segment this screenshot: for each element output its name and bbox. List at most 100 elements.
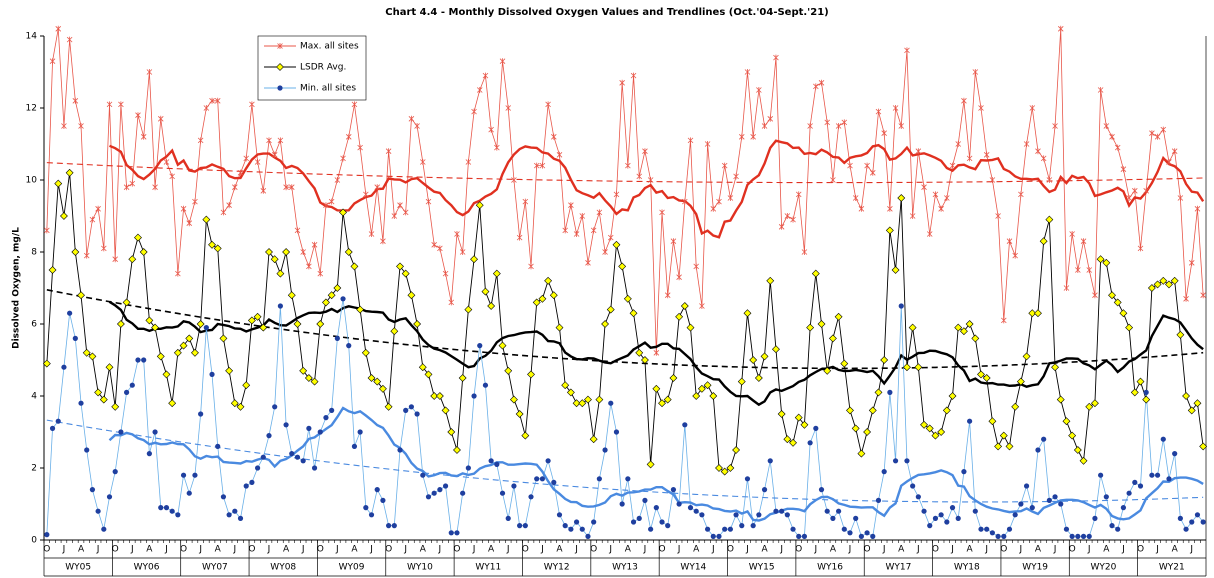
avg-marker — [914, 363, 923, 372]
min-marker — [61, 364, 67, 370]
avg-marker — [418, 363, 427, 372]
max-marker — [180, 205, 187, 212]
max-marker — [835, 123, 842, 129]
avg-marker — [1102, 258, 1111, 267]
min-marker — [78, 400, 84, 406]
avg-marker — [754, 374, 763, 382]
group-label: WY20 — [1091, 563, 1117, 573]
x-tick-label: J — [369, 545, 373, 555]
avg-marker — [441, 406, 450, 415]
avg-marker — [982, 374, 991, 382]
max-marker — [1075, 267, 1081, 273]
avg-marker — [908, 323, 917, 332]
min-marker — [534, 476, 540, 482]
x-tick-label: A — [1172, 545, 1179, 555]
avg-marker — [504, 366, 513, 375]
avg-marker — [42, 359, 51, 368]
min-marker — [460, 490, 466, 496]
min-marker — [773, 508, 779, 514]
legend-marker — [277, 43, 283, 49]
avg-marker — [498, 341, 507, 350]
max-marker — [1114, 144, 1121, 151]
avg-marker — [709, 392, 718, 400]
avg-marker — [675, 312, 684, 321]
x-tick-label: J — [745, 545, 749, 555]
max-marker — [909, 213, 916, 219]
min-marker — [944, 519, 950, 525]
max-marker — [533, 162, 540, 169]
avg-marker — [566, 388, 575, 397]
min-marker — [123, 389, 130, 395]
x-tick-label: J — [608, 545, 612, 555]
max-marker — [733, 173, 739, 180]
max-marker — [824, 119, 830, 126]
avg-marker — [538, 294, 547, 303]
y-tick-label: 8 — [31, 248, 37, 258]
avg-marker — [1085, 402, 1094, 411]
x-tick-label: J — [335, 545, 339, 555]
max-marker — [613, 191, 620, 198]
max-marker — [123, 184, 130, 191]
max-marker — [1103, 123, 1110, 129]
x-tick-label: J — [62, 545, 66, 555]
min-marker — [830, 515, 836, 522]
max-marker — [704, 141, 711, 147]
avg-marker — [1073, 446, 1082, 454]
min-marker — [420, 472, 426, 478]
max-marker — [294, 227, 301, 234]
max-marker — [795, 191, 802, 198]
avg-marker — [1016, 377, 1025, 386]
avg-marker — [287, 291, 296, 300]
max-marker — [95, 205, 101, 212]
min-marker — [636, 515, 642, 522]
min-marker — [824, 508, 830, 514]
max-marker — [636, 173, 643, 180]
max-marker — [1063, 285, 1070, 291]
min-marker — [488, 458, 494, 464]
avg-marker — [1125, 323, 1134, 332]
min-marker — [118, 429, 124, 435]
avg-marker — [322, 298, 330, 307]
trendline — [46, 419, 1204, 503]
avg-marker — [447, 428, 456, 436]
min-marker — [801, 533, 808, 540]
avg-marker — [857, 449, 866, 458]
max-marker — [528, 263, 534, 270]
x-tick-label: A — [488, 545, 495, 555]
avg-marker — [350, 262, 359, 271]
max-marker — [186, 220, 193, 227]
max-marker — [317, 270, 324, 277]
min-marker — [334, 335, 340, 341]
min-marker — [180, 472, 187, 478]
max-marker — [448, 299, 455, 306]
max-marker — [1080, 238, 1087, 245]
max-marker — [197, 137, 204, 144]
group-label: WY19 — [1022, 563, 1048, 573]
max-marker — [955, 141, 962, 147]
min-marker — [562, 523, 568, 529]
min-marker — [226, 512, 232, 518]
max-marker — [875, 108, 882, 115]
avg-marker — [373, 377, 382, 386]
avg-marker — [185, 334, 194, 343]
min-marker — [357, 429, 363, 435]
trendline — [46, 289, 1204, 370]
avg-marker — [145, 316, 154, 325]
x-tick-label: J — [267, 545, 271, 555]
group-label: WY07 — [202, 563, 228, 573]
avg-marker — [208, 240, 216, 249]
min-marker — [442, 483, 449, 489]
min-marker — [761, 487, 768, 493]
max-marker — [140, 133, 147, 140]
max-marker — [699, 303, 705, 309]
max-marker — [169, 173, 175, 180]
avg-marker — [652, 384, 661, 393]
max-marker — [1012, 252, 1018, 259]
avg-marker — [994, 442, 1003, 451]
avg-marker — [247, 316, 256, 325]
max-marker — [568, 202, 574, 209]
avg-marker — [578, 399, 587, 408]
max-marker — [539, 162, 546, 169]
max-marker — [277, 137, 284, 144]
avg-marker — [720, 467, 729, 476]
